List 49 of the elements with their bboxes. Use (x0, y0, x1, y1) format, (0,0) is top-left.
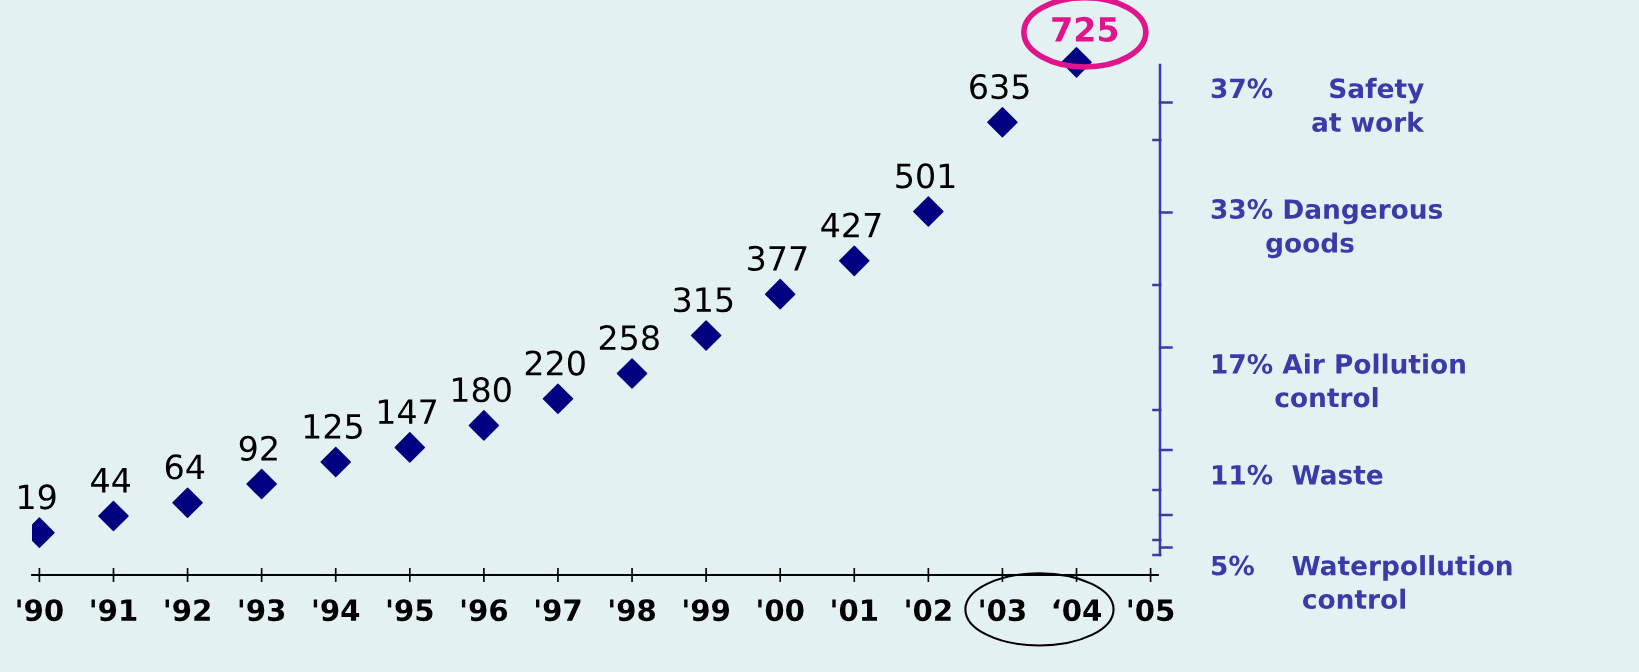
annotation: 725 (1052, 16, 1118, 42)
x-tick-label: '93 (239, 599, 285, 622)
point (913, 196, 944, 227)
data-label: 377 (748, 245, 807, 272)
x-tick-label: '00 (758, 599, 804, 622)
data-label: 92 (239, 435, 277, 461)
data-label: 125 (304, 413, 362, 439)
data-label: 180 (452, 377, 511, 403)
data-label: 501 (896, 163, 955, 189)
data-label: 44 (91, 468, 131, 493)
x-tick-label: '03 (980, 599, 1025, 622)
point (98, 500, 129, 532)
data-label: 427 (821, 212, 881, 238)
data-label: 19 (19, 484, 56, 510)
text: 11% Waste (1212, 464, 1383, 485)
x-tick-label: '99 (684, 599, 730, 622)
x-tick-label: '97 (535, 599, 581, 622)
text: 17% Air Pollution control (1212, 353, 1465, 408)
x-tick-label: '96 (461, 599, 508, 622)
data-label: 635 (970, 73, 1029, 100)
point (839, 245, 870, 277)
x-tick-label: '91 (91, 599, 137, 622)
x-tick-label: '02 (906, 599, 951, 622)
x-tick-label: '01 (832, 599, 878, 622)
point (764, 278, 796, 310)
data-label: 220 (525, 350, 585, 376)
data-label: 258 (599, 325, 659, 351)
point (616, 358, 648, 389)
x-tick-label: '05 (1128, 599, 1174, 622)
x-tick-label: ‘04 (1053, 599, 1102, 622)
point (394, 432, 426, 463)
point (246, 468, 277, 500)
text: 33% Dangerous goods (1211, 199, 1443, 259)
point (320, 446, 351, 478)
data-label: 64 (165, 454, 205, 480)
x-tick-label: '95 (387, 599, 433, 622)
x-tick-label: '90 (17, 599, 63, 622)
data-label: 147 (378, 399, 436, 424)
text: 5% Waterpollution control (1212, 555, 1512, 610)
point (690, 320, 722, 351)
point (987, 107, 1018, 138)
x-tick-label: '98 (610, 599, 655, 622)
point (172, 487, 203, 518)
data-label: 315 (674, 287, 733, 313)
x-tick-label: '92 (165, 599, 210, 622)
x-tick-label: '94 (313, 599, 360, 622)
point (468, 410, 500, 441)
text: 37% Safety at work (1211, 77, 1425, 133)
point (542, 383, 574, 415)
